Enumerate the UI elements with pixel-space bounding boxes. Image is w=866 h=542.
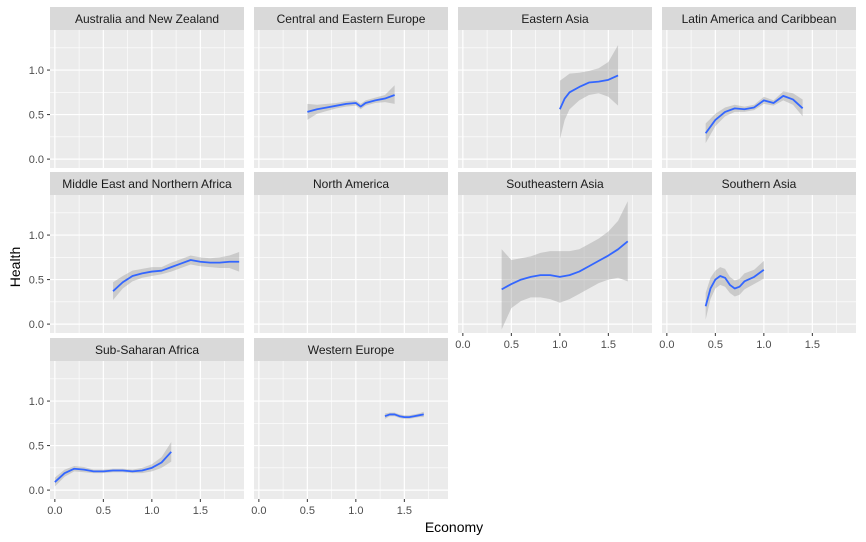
facet-strip	[50, 172, 244, 195]
y-tick-label: 0.5	[29, 441, 44, 453]
facet-strip	[50, 338, 244, 361]
facet-strip	[254, 338, 448, 361]
facet-panel: Southern Asia 0.0 0.5 1.0 1.5	[659, 172, 856, 351]
x-tick-label: 1.5	[805, 339, 820, 351]
x-axis-title: Economy	[425, 519, 483, 535]
x-tick-label: 0.0	[455, 339, 470, 351]
facet-panel: Eastern Asia	[458, 7, 652, 168]
confidence-band	[501, 201, 628, 330]
panel-background	[458, 195, 652, 333]
facet-strip-label: Southeastern Asia	[506, 177, 604, 191]
facet-panel: Central and Eastern Europe	[254, 7, 448, 168]
panel-background	[50, 195, 244, 333]
facet-plot-area: 0.0 0.5 1.0 1.5	[251, 361, 448, 517]
panel-background	[50, 361, 244, 499]
facet-plot-area: 0.0 0.5 1.0 1.5	[455, 195, 652, 351]
series-group	[307, 85, 395, 120]
panel-background	[254, 195, 448, 333]
facet-strip-label: North America	[313, 177, 389, 191]
y-tick-label: 0.5	[29, 275, 44, 287]
panel-background	[458, 30, 652, 168]
y-tick-label: 1.0	[29, 65, 44, 77]
y-tick-label: 0.5	[29, 110, 44, 122]
facet-strip	[254, 7, 448, 30]
x-tick-label: 1.0	[348, 505, 363, 517]
facet-plot-area	[254, 30, 448, 168]
facet-panel: Sub-Saharan Africa 0.0 0.5 1.0 0.0 0.5 1.0 1.5	[29, 338, 244, 517]
facet-panel: Latin America and Caribbean	[662, 7, 856, 168]
facet-plot-area: 0.0 0.5 1.0 0.0 0.5 1.0 1.5	[29, 361, 244, 517]
facet-panel: North America	[254, 172, 448, 333]
smooth-line	[384, 413, 424, 418]
y-tick-label: 0.0	[29, 485, 44, 497]
facet-strip	[254, 172, 448, 195]
series-group	[704, 91, 804, 144]
facet-plot-area	[254, 195, 448, 333]
facet-strip	[50, 7, 244, 30]
x-tick-label: 0.5	[300, 505, 315, 517]
facet-plot-area	[662, 30, 856, 168]
y-tick-label: 1.0	[29, 230, 44, 242]
facet-strip-label: Eastern Asia	[521, 12, 589, 26]
y-tick-label: 0.0	[29, 319, 44, 331]
confidence-band	[113, 251, 240, 301]
facet-panel: Australia and New Zealand 0.0 0.5 1.0	[29, 7, 244, 168]
confidence-band	[559, 45, 619, 140]
smooth-line	[704, 269, 765, 307]
x-tick-label: 0.5	[96, 505, 111, 517]
series-group	[384, 411, 424, 419]
smooth-line	[501, 240, 629, 291]
facet-panel: Western Europe 0.0 0.5 1.0 1.5	[251, 338, 448, 517]
x-tick-label: 0.0	[47, 505, 62, 517]
x-tick-label: 0.0	[251, 505, 266, 517]
smooth-line	[307, 94, 395, 113]
facet-strip	[458, 7, 652, 30]
facet-strip-label: Australia and New Zealand	[75, 12, 219, 26]
series-group	[54, 442, 172, 487]
smooth-line	[112, 259, 240, 292]
facet-strip-label: Southern Asia	[722, 177, 797, 191]
series-group	[704, 260, 765, 320]
facet-strip-label: Middle East and Northern Africa	[62, 177, 232, 191]
facet-strip-label: Central and Eastern Europe	[277, 12, 426, 26]
x-tick-label: 1.5	[601, 339, 616, 351]
smooth-line	[704, 94, 804, 134]
panel-background	[662, 195, 856, 333]
smooth-line	[559, 74, 619, 110]
panel-background	[254, 30, 448, 168]
series-group	[501, 201, 629, 330]
y-tick-label: 1.0	[29, 396, 44, 408]
x-tick-label: 0.5	[708, 339, 723, 351]
facet-panel: Southeastern Asia 0.0 0.5 1.0 1.5	[455, 172, 652, 351]
x-tick-label: 1.5	[397, 505, 412, 517]
x-tick-label: 1.0	[144, 505, 159, 517]
facet-panels: Australia and New Zealand 0.0 0.5 1.0 Centra…	[29, 7, 856, 517]
y-tick-label: 0.0	[29, 154, 44, 166]
facet-plot-area: 0.0 0.5 1.0 1.5	[659, 195, 856, 351]
smooth-line	[54, 451, 172, 483]
confidence-band	[705, 91, 803, 144]
x-tick-label: 1.0	[552, 339, 567, 351]
series-group	[559, 45, 619, 140]
x-tick-label: 0.5	[504, 339, 519, 351]
y-axis-title: Health	[7, 247, 23, 287]
x-tick-label: 0.0	[659, 339, 674, 351]
series-group	[112, 251, 240, 301]
facet-plot-area: 0.0 0.5 1.0	[29, 195, 244, 333]
facet-strip	[662, 172, 856, 195]
panel-background	[254, 361, 448, 499]
x-tick-label: 1.0	[756, 339, 771, 351]
facet-plot-area: 0.0 0.5 1.0	[29, 30, 244, 168]
panel-background	[50, 30, 244, 168]
facet-strip-label: Latin America and Caribbean	[682, 12, 837, 26]
facet-strip	[458, 172, 652, 195]
x-tick-label: 1.5	[193, 505, 208, 517]
panel-background	[662, 30, 856, 168]
facet-plot-area	[458, 30, 652, 168]
facet-strip	[662, 7, 856, 30]
facet-strip-label: Western Europe	[308, 343, 395, 357]
facet-strip-label: Sub-Saharan Africa	[95, 343, 199, 357]
facet-panel: Middle East and Northern Africa 0.0 0.5 1.0	[29, 172, 244, 333]
